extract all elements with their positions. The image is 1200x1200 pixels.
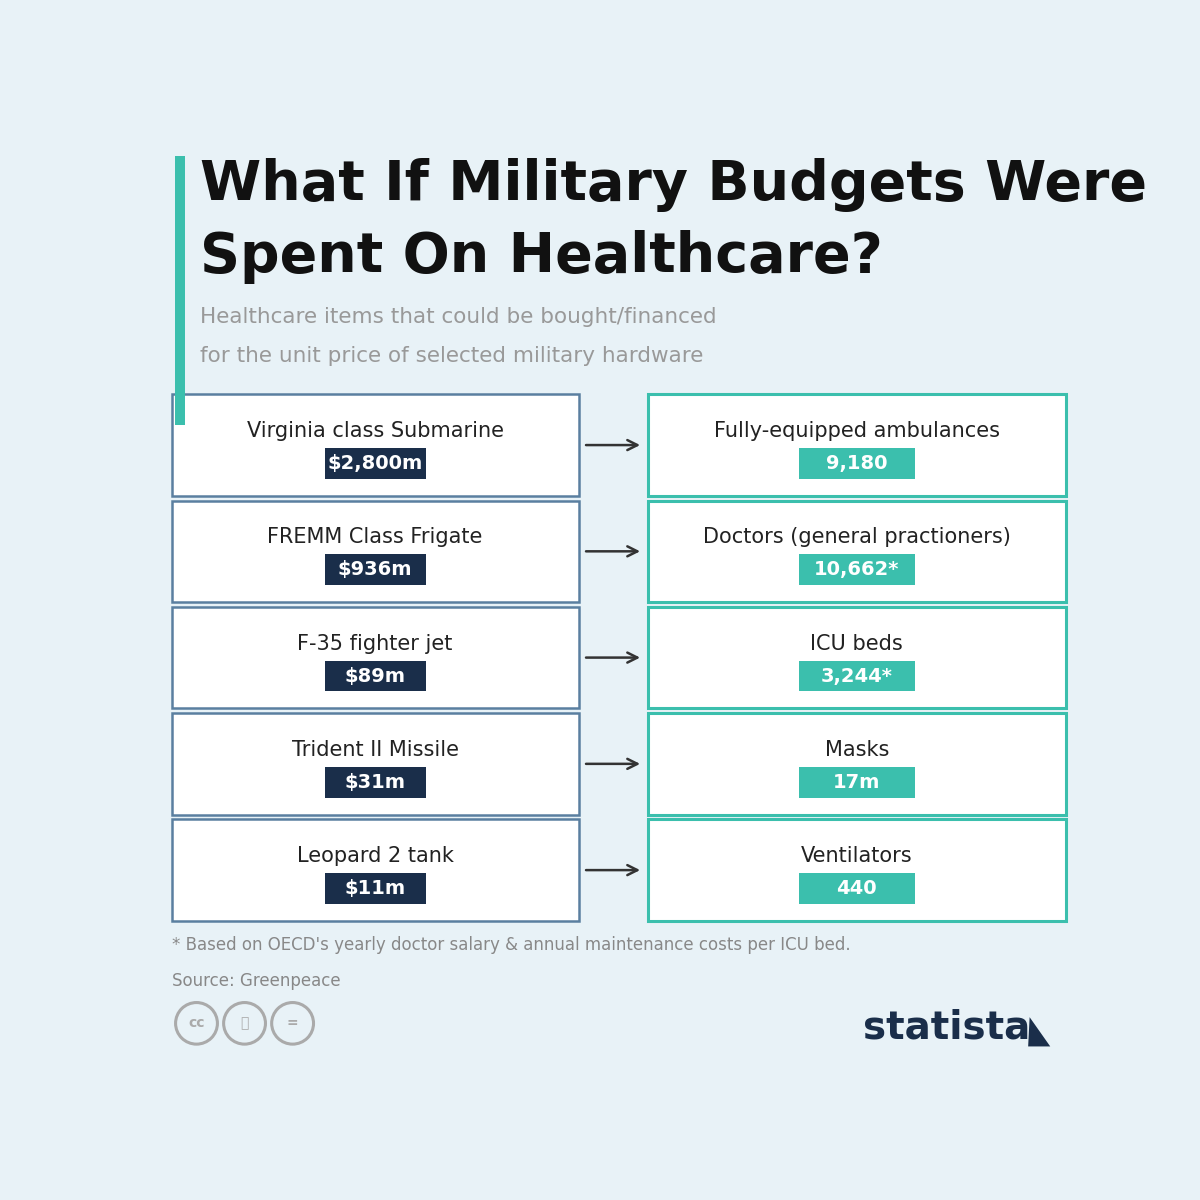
Text: $31m: $31m [344, 773, 406, 792]
Text: Spent On Healthcare?: Spent On Healthcare? [200, 230, 883, 284]
FancyBboxPatch shape [325, 448, 426, 479]
Text: cc: cc [188, 1016, 205, 1031]
FancyBboxPatch shape [172, 820, 578, 920]
Text: =: = [287, 1016, 299, 1031]
Text: 440: 440 [836, 880, 877, 898]
Text: Healthcare items that could be bought/financed: Healthcare items that could be bought/fi… [200, 307, 718, 328]
Text: $2,800m: $2,800m [328, 454, 422, 473]
FancyBboxPatch shape [172, 500, 578, 602]
Text: Source: Greenpeace: Source: Greenpeace [172, 972, 341, 990]
Text: $11m: $11m [344, 880, 406, 898]
Text: Masks: Masks [824, 740, 889, 760]
Text: Doctors (general practioners): Doctors (general practioners) [703, 528, 1010, 547]
FancyBboxPatch shape [325, 554, 426, 586]
Text: Ventilators: Ventilators [800, 846, 913, 866]
FancyBboxPatch shape [172, 395, 578, 496]
Polygon shape [1028, 1018, 1050, 1046]
Text: ICU beds: ICU beds [810, 634, 904, 654]
FancyBboxPatch shape [799, 874, 914, 904]
Text: What If Military Budgets Were: What If Military Budgets Were [200, 158, 1147, 212]
FancyBboxPatch shape [799, 448, 914, 479]
FancyBboxPatch shape [175, 156, 185, 425]
Text: 9,180: 9,180 [826, 454, 888, 473]
Text: Leopard 2 tank: Leopard 2 tank [296, 846, 454, 866]
FancyBboxPatch shape [648, 607, 1066, 708]
Text: ⓘ: ⓘ [240, 1016, 248, 1031]
Text: 3,244*: 3,244* [821, 666, 893, 685]
Text: * Based on OECD's yearly doctor salary & annual maintenance costs per ICU bed.: * Based on OECD's yearly doctor salary &… [172, 936, 851, 954]
FancyBboxPatch shape [648, 820, 1066, 920]
FancyBboxPatch shape [799, 767, 914, 798]
Text: Virginia class Submarine: Virginia class Submarine [247, 421, 504, 442]
Text: Trident II Missile: Trident II Missile [292, 740, 458, 760]
FancyBboxPatch shape [648, 395, 1066, 496]
FancyBboxPatch shape [648, 713, 1066, 815]
Text: for the unit price of selected military hardware: for the unit price of selected military … [200, 346, 703, 366]
Text: Fully-equipped ambulances: Fully-equipped ambulances [714, 421, 1000, 442]
Text: $89m: $89m [344, 666, 406, 685]
Text: F-35 fighter jet: F-35 fighter jet [298, 634, 452, 654]
Text: 17m: 17m [833, 773, 881, 792]
FancyBboxPatch shape [648, 500, 1066, 602]
FancyBboxPatch shape [799, 554, 914, 586]
FancyBboxPatch shape [799, 661, 914, 691]
Text: 10,662*: 10,662* [814, 560, 900, 580]
Text: $936m: $936m [338, 560, 413, 580]
Text: FREMM Class Frigate: FREMM Class Frigate [268, 528, 482, 547]
Text: statista: statista [863, 1009, 1031, 1046]
FancyBboxPatch shape [325, 661, 426, 691]
FancyBboxPatch shape [172, 713, 578, 815]
FancyBboxPatch shape [325, 874, 426, 904]
FancyBboxPatch shape [172, 607, 578, 708]
FancyBboxPatch shape [325, 767, 426, 798]
